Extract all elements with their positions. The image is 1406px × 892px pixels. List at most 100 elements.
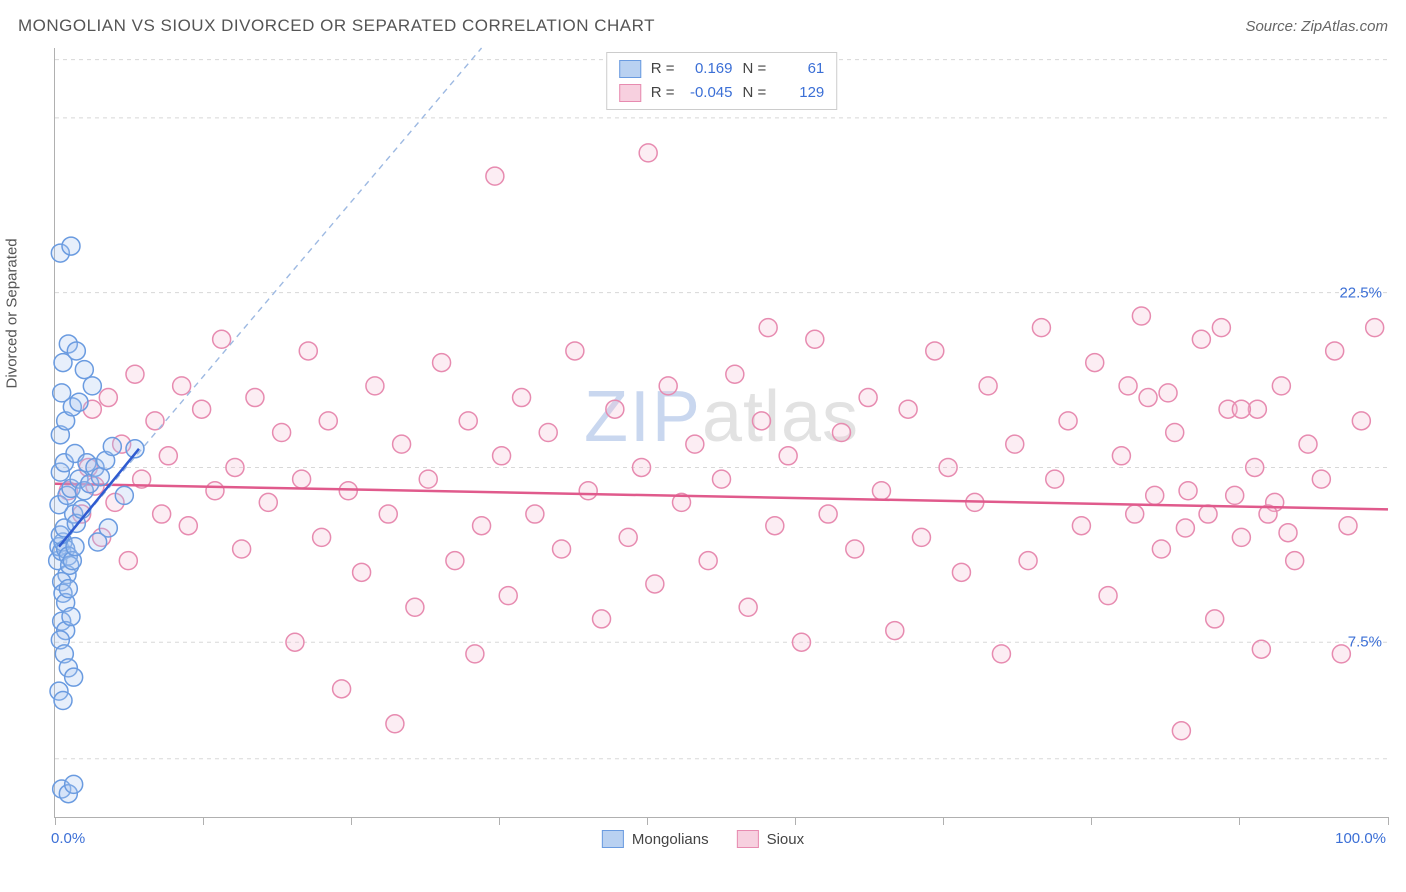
scatter-point-sioux bbox=[1176, 519, 1194, 537]
scatter-point-sioux bbox=[792, 633, 810, 651]
scatter-point-sioux bbox=[406, 598, 424, 616]
scatter-point-sioux bbox=[1046, 470, 1064, 488]
scatter-point-sioux bbox=[1172, 722, 1190, 740]
scatter-point-mongolians bbox=[67, 342, 85, 360]
scatter-point-sioux bbox=[226, 458, 244, 476]
legend-item-mongolians: Mongolians bbox=[602, 830, 709, 848]
scatter-point-sioux bbox=[593, 610, 611, 628]
scatter-point-sioux bbox=[1192, 330, 1210, 348]
scatter-point-sioux bbox=[1272, 377, 1290, 395]
legend-label-mongolians: Mongolians bbox=[632, 831, 709, 848]
plot-area: ZIPatlas R = 0.169 N = 61 R = -0.045 N =… bbox=[54, 48, 1388, 818]
scatter-point-sioux bbox=[213, 330, 231, 348]
scatter-point-sioux bbox=[766, 517, 784, 535]
scatter-point-sioux bbox=[659, 377, 677, 395]
scatter-point-mongolians bbox=[54, 691, 72, 709]
scatter-point-sioux bbox=[1166, 424, 1184, 442]
scatter-point-mongolians bbox=[59, 580, 77, 598]
scatter-point-sioux bbox=[319, 412, 337, 430]
scatter-point-sioux bbox=[1199, 505, 1217, 523]
scatter-point-mongolians bbox=[53, 384, 71, 402]
scatter-point-sioux bbox=[1072, 517, 1090, 535]
scatter-point-sioux bbox=[313, 528, 331, 546]
scatter-point-sioux bbox=[1312, 470, 1330, 488]
scatter-point-sioux bbox=[886, 622, 904, 640]
scatter-point-sioux bbox=[619, 528, 637, 546]
scatter-point-mongolians bbox=[89, 533, 107, 551]
x-tick bbox=[1388, 817, 1389, 825]
chart-source: Source: ZipAtlas.com bbox=[1245, 18, 1388, 35]
scatter-point-sioux bbox=[1146, 486, 1164, 504]
chart-header: MONGOLIAN VS SIOUX DIVORCED OR SEPARATED… bbox=[18, 16, 1388, 36]
scatter-point-sioux bbox=[193, 400, 211, 418]
scatter-point-mongolians bbox=[91, 468, 109, 486]
scatter-point-sioux bbox=[899, 400, 917, 418]
scatter-point-sioux bbox=[179, 517, 197, 535]
scatter-point-sioux bbox=[1126, 505, 1144, 523]
scatter-point-sioux bbox=[273, 424, 291, 442]
scatter-point-sioux bbox=[1059, 412, 1077, 430]
scatter-point-sioux bbox=[759, 319, 777, 337]
scatter-point-sioux bbox=[1286, 552, 1304, 570]
n-value-sioux: 129 bbox=[776, 81, 824, 105]
chart-container: Divorced or Separated ZIPatlas R = 0.169… bbox=[18, 48, 1388, 862]
x-tick bbox=[499, 817, 500, 825]
x-tick-label: 0.0% bbox=[51, 830, 85, 847]
scatter-point-sioux bbox=[473, 517, 491, 535]
scatter-point-mongolians bbox=[65, 668, 83, 686]
scatter-point-sioux bbox=[246, 389, 264, 407]
scatter-point-mongolians bbox=[83, 377, 101, 395]
scatter-point-sioux bbox=[872, 482, 890, 500]
scatter-point-sioux bbox=[912, 528, 930, 546]
scatter-point-sioux bbox=[126, 365, 144, 383]
x-tick bbox=[943, 817, 944, 825]
legend-swatch-mongolians bbox=[619, 60, 641, 78]
plot-svg bbox=[55, 48, 1388, 817]
scatter-point-mongolians bbox=[66, 538, 84, 556]
scatter-point-sioux bbox=[379, 505, 397, 523]
scatter-point-sioux bbox=[119, 552, 137, 570]
scatter-point-sioux bbox=[386, 715, 404, 733]
scatter-point-sioux bbox=[353, 563, 371, 581]
scatter-point-sioux bbox=[466, 645, 484, 663]
scatter-point-sioux bbox=[366, 377, 384, 395]
scatter-point-sioux bbox=[299, 342, 317, 360]
legend-label-sioux: Sioux bbox=[767, 831, 805, 848]
scatter-point-sioux bbox=[566, 342, 584, 360]
scatter-point-sioux bbox=[539, 424, 557, 442]
r-label: R = bbox=[651, 81, 675, 105]
scatter-point-sioux bbox=[486, 167, 504, 185]
scatter-point-sioux bbox=[699, 552, 717, 570]
scatter-point-sioux bbox=[159, 447, 177, 465]
scatter-point-sioux bbox=[1212, 319, 1230, 337]
y-tick-label: 22.5% bbox=[1339, 284, 1382, 301]
scatter-point-sioux bbox=[739, 598, 757, 616]
scatter-point-sioux bbox=[832, 424, 850, 442]
legend-swatch-mongolians-icon bbox=[602, 830, 624, 848]
scatter-point-sioux bbox=[1232, 400, 1250, 418]
scatter-point-sioux bbox=[1086, 354, 1104, 372]
scatter-point-sioux bbox=[1132, 307, 1150, 325]
scatter-point-sioux bbox=[1232, 528, 1250, 546]
scatter-point-sioux bbox=[286, 633, 304, 651]
scatter-point-mongolians bbox=[62, 608, 80, 626]
n-label: N = bbox=[743, 57, 767, 81]
scatter-point-sioux bbox=[846, 540, 864, 558]
scatter-point-sioux bbox=[1226, 486, 1244, 504]
scatter-point-sioux bbox=[806, 330, 824, 348]
scatter-point-sioux bbox=[579, 482, 597, 500]
scatter-point-sioux bbox=[1279, 524, 1297, 542]
scatter-point-mongolians bbox=[103, 437, 121, 455]
scatter-point-sioux bbox=[1139, 389, 1157, 407]
scatter-point-sioux bbox=[259, 493, 277, 511]
x-tick bbox=[795, 817, 796, 825]
scatter-point-sioux bbox=[1119, 377, 1137, 395]
scatter-point-sioux bbox=[1252, 640, 1270, 658]
scatter-point-sioux bbox=[979, 377, 997, 395]
scatter-point-mongolians bbox=[65, 775, 83, 793]
scatter-point-mongolians bbox=[62, 237, 80, 255]
scatter-point-sioux bbox=[393, 435, 411, 453]
correlation-legend-row-mongolians: R = 0.169 N = 61 bbox=[619, 57, 825, 81]
correlation-legend: R = 0.169 N = 61 R = -0.045 N = 129 bbox=[606, 52, 838, 110]
scatter-point-sioux bbox=[713, 470, 731, 488]
